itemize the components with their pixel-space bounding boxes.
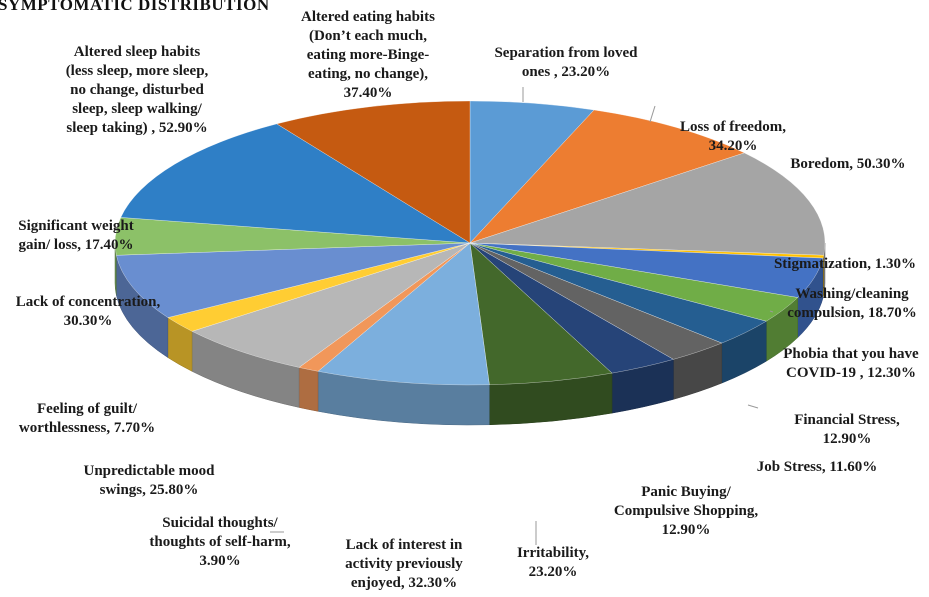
data-label-line: no change, disturbed <box>70 82 204 98</box>
data-label-line: enjoyed, 32.30% <box>351 575 457 591</box>
pie-slice-16 <box>120 123 471 244</box>
pie-slice-12 <box>191 242 471 368</box>
data-label-12: Unpredictable mood swings, 25.80% <box>84 463 216 498</box>
data-label-10: Lack of interest in activity previously en… <box>345 537 463 591</box>
data-label-line: Stigmatization, 1.30% <box>774 256 916 272</box>
data-label-line: Altered sleep habits <box>74 44 201 60</box>
leader-line-6 <box>747 404 759 409</box>
data-label-line: COVID-19 , 12.30% <box>786 365 916 381</box>
data-label-3: Stigmatization, 1.30% <box>774 256 916 272</box>
pie-slice-2 <box>469 152 826 256</box>
data-label-line: Compulsive Shopping, <box>614 503 758 519</box>
leader-line-4 <box>769 310 774 313</box>
data-label-6: Financial Stress, 12.90% <box>794 412 900 447</box>
data-label-17: Altered eating habits (Don’t each much, ea… <box>301 9 435 101</box>
data-label-line: 23.20% <box>529 564 578 580</box>
data-label-line: sleep, sleep walking/ <box>72 101 202 117</box>
data-label-11: Suicidal thoughts/thoughts of self-harm,… <box>149 515 290 569</box>
data-label-line: gain/ loss, 17.40% <box>18 237 133 253</box>
data-label-line: Separation from loved <box>494 45 638 61</box>
data-label-line: 3.90% <box>199 553 240 569</box>
data-label-line: Loss of freedom, <box>680 119 786 135</box>
data-label-line: ones , 23.20% <box>522 64 610 80</box>
data-label-14: Lack of concentration, 30.30% <box>16 294 161 329</box>
data-label-line: Boredom, 50.30% <box>790 156 905 172</box>
data-label-4: Washing/cleaning compulsion, 18.70% <box>787 286 917 321</box>
data-label-line: Panic Buying/ <box>641 484 731 500</box>
pie-slice-0 <box>469 100 595 244</box>
pie-slice-1 <box>469 109 745 244</box>
leader-line-1 <box>649 105 656 123</box>
data-labels: Separation from loved ones , 23.20% Loss o… <box>16 9 919 591</box>
data-label-line: Unpredictable mood <box>84 463 216 479</box>
data-label-5: Phobia that you have COVID-19 , 12.30% <box>783 346 919 381</box>
data-label-line: 34.20% <box>709 138 758 154</box>
data-label-line: activity previously <box>345 556 463 572</box>
data-label-line: 12.90% <box>823 431 872 447</box>
pie-top-slices <box>114 100 826 386</box>
data-label-line: eating, no change), <box>308 66 428 82</box>
data-label-line: 30.30% <box>64 313 113 329</box>
data-label-1: Loss of freedom, 34.20% <box>680 119 786 154</box>
pie-slice-17 <box>276 100 471 244</box>
chart-title: SYMPTOMATIC DISTRIBUTION <box>0 0 270 14</box>
data-label-line: eating more-Binge- <box>307 47 430 63</box>
pie-slice-9 <box>469 242 613 385</box>
data-label-line: Altered eating habits <box>301 9 435 25</box>
data-label-line: Lack of interest in <box>346 537 463 553</box>
data-label-2: Boredom, 50.30% <box>790 156 905 172</box>
data-label-line: Job Stress, 11.60% <box>757 459 878 475</box>
data-label-line: Feeling of guilt/ <box>37 401 138 417</box>
pie-slice-10 <box>317 242 490 386</box>
data-label-line: worthlessness, 7.70% <box>19 420 155 436</box>
data-label-line: Suicidal thoughts/ <box>162 515 278 531</box>
data-label-line: Significant weight <box>18 218 133 234</box>
data-label-line: compulsion, 18.70% <box>787 305 917 321</box>
data-label-line: Phobia that you have <box>783 346 919 362</box>
data-label-line: thoughts of self-harm, <box>149 534 290 550</box>
pie-side-11 <box>298 367 319 412</box>
pie-slice-14 <box>116 242 471 318</box>
data-label-line: (less sleep, more sleep, <box>66 63 209 79</box>
data-label-8: Panic Buying/Compulsive Shopping, 12.90% <box>614 484 758 538</box>
data-label-line: swings, 25.80% <box>100 482 199 498</box>
data-label-9: Irritability, 23.20% <box>517 545 589 580</box>
data-label-7: Job Stress, 11.60% <box>757 459 878 475</box>
data-label-15: Significant weight gain/ loss, 17.40% <box>18 218 133 253</box>
data-label-line: sleep taking) , 52.90% <box>66 120 207 136</box>
data-label-line: 12.90% <box>662 522 711 538</box>
data-label-line: Washing/cleaning <box>795 286 909 302</box>
data-label-line: 37.40% <box>344 85 393 101</box>
data-label-0: Separation from loved ones , 23.20% <box>494 45 638 80</box>
leader-lines <box>270 87 774 545</box>
data-label-line: Irritability, <box>517 545 589 561</box>
data-label-line: (Don’t each much, <box>309 28 427 44</box>
data-label-16: Altered sleep habits (less sleep, more sl… <box>66 44 209 136</box>
data-label-line: Lack of concentration, <box>16 294 161 310</box>
data-label-13: Feeling of guilt/worthlessness, 7.70% <box>19 401 155 436</box>
data-label-line: Financial Stress, <box>794 412 900 428</box>
